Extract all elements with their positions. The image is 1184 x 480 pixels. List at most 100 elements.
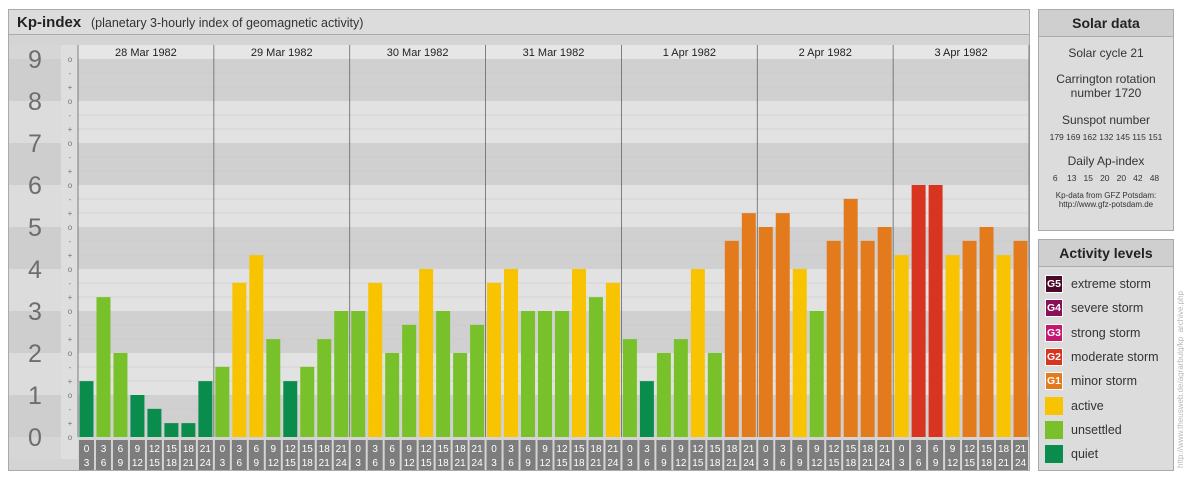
y-tick-label: 2	[28, 340, 42, 368]
activity-level-label: extreme storm	[1071, 277, 1151, 291]
activity-level-item: quiet	[1045, 444, 1098, 464]
minor-tick-mark: +	[68, 167, 73, 176]
interval-end-label: 18	[845, 458, 857, 469]
interval-end-label: 9	[797, 458, 803, 469]
interval-end-label: 15	[964, 458, 976, 469]
minor-tick-mark: +	[68, 209, 73, 218]
interval-end-label: 12	[539, 458, 551, 469]
kp-bar	[622, 339, 637, 437]
day-label: 28 Mar 1982	[115, 47, 177, 59]
interval-start-label: 0	[355, 444, 361, 455]
interval-label-box	[673, 440, 689, 470]
kp-bar	[639, 381, 654, 437]
interval-end-label: 24	[879, 458, 891, 469]
interval-end-label: 24	[336, 458, 348, 469]
minor-tick-mark: o	[68, 349, 73, 358]
kp-bar	[300, 366, 315, 437]
interval-label-box	[996, 440, 1012, 470]
kp-bar	[334, 311, 349, 437]
interval-start-label: 21	[743, 444, 755, 455]
kp-band	[78, 101, 1029, 143]
interval-end-label: 18	[302, 458, 314, 469]
interval-label-box	[928, 440, 944, 470]
interval-label-box	[877, 440, 893, 470]
interval-end-label: 12	[947, 458, 959, 469]
kp-bar	[436, 311, 451, 437]
interval-label-box	[894, 440, 910, 470]
y-axis-band	[9, 395, 61, 437]
kp-band	[78, 59, 1029, 101]
interval-end-label: 21	[862, 458, 874, 469]
y-axis-band	[9, 227, 61, 269]
activity-level-label: moderate storm	[1071, 349, 1159, 364]
interval-end-label: 3	[491, 458, 497, 469]
chart-subtitle: (planetary 3-hourly index of geomagnetic…	[91, 16, 364, 30]
interval-label-box	[435, 440, 451, 470]
interval-end-label: 6	[508, 458, 514, 469]
activity-level-item: active	[1045, 396, 1104, 416]
minor-tick-mark: o	[68, 307, 73, 316]
interval-label-box	[639, 440, 655, 470]
interval-label-box	[520, 440, 536, 470]
y-axis-band	[9, 59, 61, 101]
interval-start-label: 15	[166, 444, 178, 455]
y-tick-label: 5	[28, 214, 42, 242]
interval-label-box	[112, 440, 128, 470]
interval-label-box	[231, 440, 247, 470]
interval-end-label: 6	[101, 458, 107, 469]
interval-start-label: 0	[627, 444, 633, 455]
interval-end-label: 12	[132, 458, 144, 469]
interval-end-label: 21	[590, 458, 602, 469]
kp-bar	[198, 381, 213, 437]
source-line-2: http://www.gfz-potsdam.de	[1058, 200, 1154, 209]
kp-bar	[266, 339, 281, 437]
kp-bar	[877, 227, 892, 437]
day-label: 29 Mar 1982	[251, 47, 313, 59]
interval-start-label: 12	[149, 444, 161, 455]
kp-bar	[860, 240, 875, 437]
y-tick-label: 3	[28, 298, 42, 326]
interval-start-label: 9	[814, 444, 820, 455]
kp-bar	[894, 255, 909, 437]
interval-label-box	[826, 440, 842, 470]
interval-start-label: 18	[590, 444, 602, 455]
kp-bar	[826, 240, 841, 437]
interval-start-label: 15	[981, 444, 993, 455]
interval-start-label: 9	[542, 444, 548, 455]
interval-start-label: 9	[406, 444, 412, 455]
activity-level-item: G1 minor storm	[1045, 371, 1137, 391]
interval-end-label: 21	[455, 458, 467, 469]
interval-end-label: 3	[763, 458, 769, 469]
kp-bar	[979, 227, 994, 437]
interval-start-label: 15	[709, 444, 721, 455]
interval-label-box	[384, 440, 400, 470]
interval-label-box	[537, 440, 553, 470]
kp-bar	[232, 282, 247, 437]
interval-start-label: 18	[726, 444, 738, 455]
interval-end-label: 18	[709, 458, 721, 469]
interval-end-label: 12	[811, 458, 823, 469]
minor-tick-mark: -	[69, 195, 72, 204]
activity-level-item: G4 severe storm	[1045, 298, 1143, 318]
kp-bar	[690, 269, 705, 437]
interval-label-box	[656, 440, 672, 470]
kp-bar	[724, 240, 739, 437]
interval-end-label: 6	[644, 458, 650, 469]
interval-end-label: 9	[933, 458, 939, 469]
kp-bar	[775, 213, 790, 437]
day-label: 3 Apr 1982	[934, 47, 987, 59]
activity-level-label: strong storm	[1071, 325, 1141, 340]
interval-label-box	[622, 440, 638, 470]
interval-start-label: 15	[302, 444, 314, 455]
day-label: 1 Apr 1982	[663, 47, 716, 59]
kp-bar	[385, 353, 400, 437]
interval-start-label: 12	[964, 444, 976, 455]
y-axis-band	[9, 311, 61, 353]
interval-start-label: 6	[254, 444, 260, 455]
interval-end-label: 15	[285, 458, 297, 469]
kp-bar	[164, 423, 179, 437]
kp-bar	[843, 198, 858, 437]
minor-tick-mark: o	[68, 97, 73, 106]
minor-tick-mark: o	[68, 181, 73, 190]
y-tick-label: 4	[28, 256, 42, 284]
